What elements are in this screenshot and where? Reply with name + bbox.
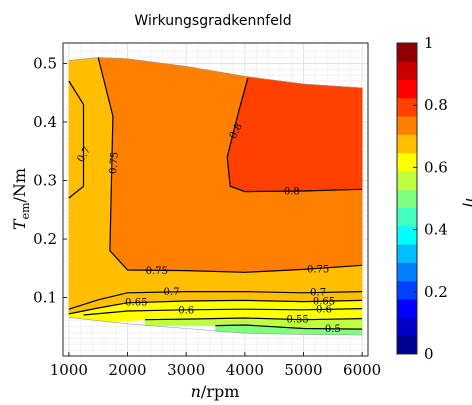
colorbar-segment xyxy=(397,262,417,282)
operating-boundary-bottom xyxy=(68,317,363,336)
colorbar-segment xyxy=(397,134,417,154)
contour-label: 0.6 xyxy=(178,305,194,316)
y-axis-label: Tem/Nm xyxy=(10,168,32,230)
contour-label: 0.75 xyxy=(108,151,121,174)
colorbar-segment xyxy=(397,244,417,263)
contour-label: 0.6 xyxy=(316,305,332,316)
y-tick-label: 0.1 xyxy=(33,288,57,306)
contour-label: 0.8 xyxy=(284,187,300,198)
contour-line-0.55 xyxy=(145,317,363,321)
colorbar-segment xyxy=(397,280,417,300)
contour-label-text: 0.75 xyxy=(146,266,168,277)
colorbar-frame xyxy=(396,42,418,355)
colorbar-segment xyxy=(397,225,417,245)
contour-line-0.75 xyxy=(97,57,363,273)
contour-label-text: 0.5 xyxy=(325,324,341,335)
contour-line-0.7 xyxy=(68,291,363,310)
colorbar-segment xyxy=(397,116,417,135)
colorbar-segment xyxy=(397,43,417,62)
colorbar-tick-label: 0.8 xyxy=(424,96,448,114)
x-tick-label: 1000 xyxy=(50,361,88,379)
contour-label: 0.75 xyxy=(307,264,329,275)
contour-label: 0.75 xyxy=(146,266,168,277)
contour-label-text: 0.75 xyxy=(307,264,329,275)
colorbar-segment xyxy=(397,335,417,355)
colorbar-ticks: 0 0.2 0.4 0.6 0.8 1 xyxy=(413,34,448,363)
colorbar-segment xyxy=(397,79,417,99)
contour-label: 0.5 xyxy=(325,324,341,335)
contour-line-0.6 xyxy=(83,308,363,316)
colorbar-segment xyxy=(397,61,417,80)
colorbar-tick-label: 1 xyxy=(424,34,434,52)
chart-title: Wirkungsgradkennfeld xyxy=(134,13,291,29)
contour-label: 0.65 xyxy=(313,297,335,308)
efficiency-contours xyxy=(68,57,363,330)
colorbar-tick-label: 0 xyxy=(424,345,434,363)
y-tick-label: 0.5 xyxy=(33,54,57,72)
contour-label: 0.7 xyxy=(164,287,180,298)
colorbar-segment xyxy=(397,97,417,117)
contour-label-text: 0.65 xyxy=(313,297,335,308)
contour-line-0.5 xyxy=(215,324,363,330)
contour-label-text: 0.7 xyxy=(310,288,326,299)
colorbar-segment xyxy=(397,189,417,209)
y-tick-label: 0.4 xyxy=(33,113,57,131)
contour-label-text: 0.55 xyxy=(286,315,308,326)
x-axis-ticks: 1000 2000 3000 4000 5000 6000 xyxy=(50,352,381,379)
contour-label-text: 0.75 xyxy=(108,151,121,174)
efficiency-region xyxy=(226,77,363,192)
x-tick-label: 6000 xyxy=(343,361,381,379)
contour-label-text: 0.8 xyxy=(284,187,300,198)
contour-line-0.7 xyxy=(68,80,85,199)
colorbar-segment xyxy=(397,207,417,227)
contour-label-text: 0.7 xyxy=(164,287,180,298)
x-tick-label: 5000 xyxy=(284,361,322,379)
contour-label-text: 0.65 xyxy=(125,298,147,309)
x-axis-label: n/rpm xyxy=(191,382,240,401)
contour-line-0.65 xyxy=(68,299,363,315)
contour-label: 0.65 xyxy=(125,298,147,309)
y-axis-ticks: 0.1 0.2 0.3 0.4 0.5 xyxy=(33,54,67,306)
colorbar-segment xyxy=(397,299,417,318)
contour-line-0.8 xyxy=(226,77,363,193)
x-tick-label: 3000 xyxy=(167,361,205,379)
contour-label: 0.7 xyxy=(310,288,326,299)
colorbar-label: η xyxy=(462,197,472,207)
efficiency-regions xyxy=(68,57,363,336)
colorbar-tick-label: 0.2 xyxy=(424,283,448,301)
plot-frame xyxy=(62,42,369,357)
contour-label-text: 0.6 xyxy=(316,305,332,316)
colorbar-segment xyxy=(397,317,417,337)
y-tick-label: 0.3 xyxy=(33,171,57,189)
y-tick-label: 0.2 xyxy=(33,230,57,248)
x-tick-label: 2000 xyxy=(108,361,146,379)
colorbar-tick-label: 0.4 xyxy=(424,221,448,239)
colorbar-segment xyxy=(397,152,417,172)
contour-label-text: 0.6 xyxy=(178,305,194,316)
x-tick-label: 4000 xyxy=(226,361,264,379)
contour-label: 0.55 xyxy=(286,315,308,326)
colorbar-tick-label: 0.6 xyxy=(424,158,448,176)
colorbar xyxy=(396,42,418,355)
plot-area: 0.7 0.750.80.80.75 0.750.7 0.70.65 0.650.6 0.… xyxy=(62,42,369,357)
colorbar-segment xyxy=(397,171,417,190)
